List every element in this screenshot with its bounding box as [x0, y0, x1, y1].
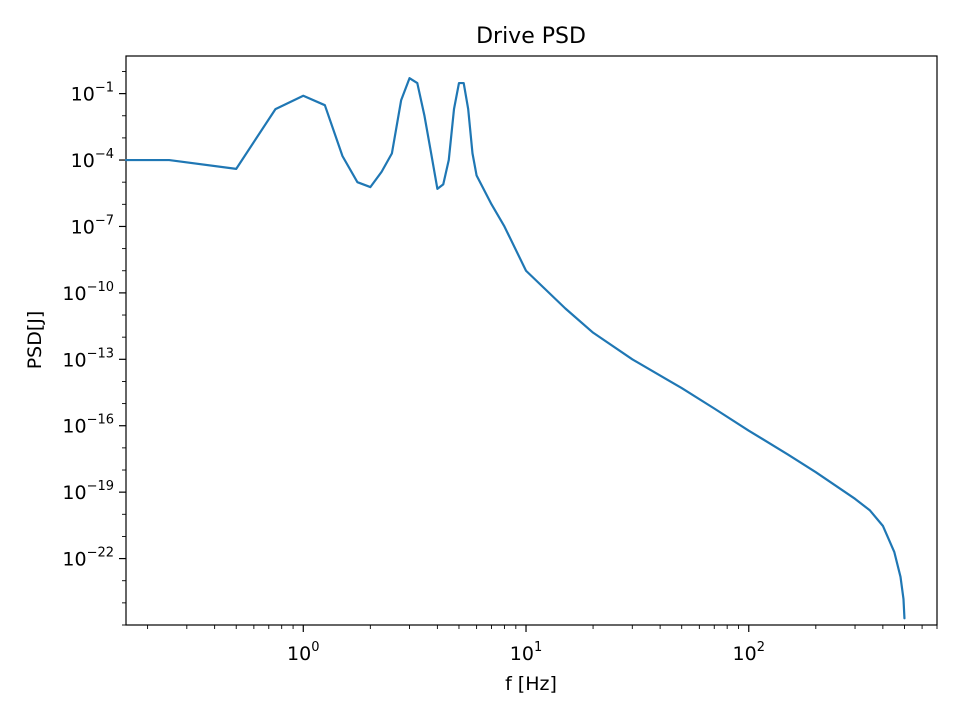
- y-tick-label: 10−7: [71, 213, 114, 238]
- x-tick-label: 100: [287, 640, 319, 665]
- series-line-0: [124, 77, 906, 620]
- y-tick-label: 10−16: [62, 413, 114, 438]
- y-tick-label: 10−13: [62, 346, 114, 371]
- x-tick-label: 102: [733, 640, 765, 665]
- y-tick-label: 10−4: [71, 147, 114, 172]
- y-tick-label: 10−1: [71, 81, 114, 106]
- x-axis-title: f [Hz]: [505, 673, 557, 695]
- x-axis-ticks: 100 101 102: [147, 625, 938, 665]
- y-tick-label: 10−10: [62, 280, 114, 305]
- chart-title: Drive PSD: [476, 24, 586, 49]
- y-tick-label: 10−19: [62, 479, 114, 504]
- x-tick-label: 101: [510, 640, 542, 665]
- y-axis-ticks: 10−1 10−4 10−7 10−10 10−13 10−16 10−19 10−22: [62, 71, 126, 626]
- series-layer: [124, 77, 906, 620]
- y-axis-title: PSD[J]: [24, 311, 46, 370]
- plot-frame: [125, 55, 938, 626]
- y-tick-label: 10−22: [62, 546, 114, 571]
